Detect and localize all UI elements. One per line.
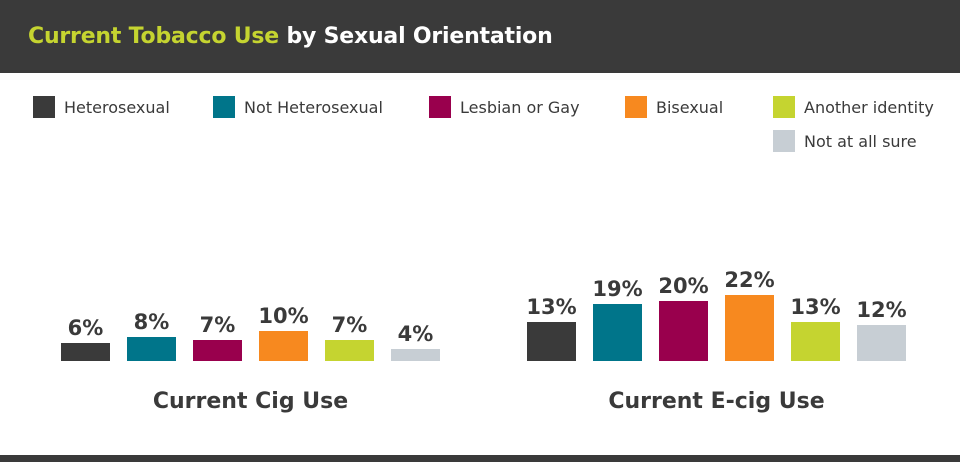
bar bbox=[593, 304, 642, 361]
data-label: 8% bbox=[134, 310, 170, 334]
bar bbox=[527, 322, 576, 361]
bar bbox=[791, 322, 840, 361]
title-rest: by Sexual Orientation bbox=[279, 24, 553, 49]
legend-label: Not Heterosexual bbox=[244, 97, 383, 117]
data-label: 10% bbox=[258, 304, 308, 328]
legend-item-heterosexual: Heterosexual bbox=[33, 96, 170, 118]
header-bar: Current Tobacco Use by Sexual Orientatio… bbox=[0, 0, 960, 73]
legend-label: Not at all sure bbox=[804, 131, 917, 151]
legend-item-not-heterosexual: Not Heterosexual bbox=[213, 96, 383, 118]
legend-item-lesbian-or-gay: Lesbian or Gay bbox=[429, 96, 580, 118]
legend-item-another-identity: Another identity bbox=[773, 96, 934, 118]
chart-group-1: 6% 8% 7% 10% 7% 4% Current Cig Use bbox=[61, 304, 440, 414]
legend-item-bisexual: Bisexual bbox=[625, 96, 723, 118]
data-label: 22% bbox=[724, 268, 774, 292]
bar bbox=[61, 343, 110, 361]
data-label: 13% bbox=[790, 295, 840, 319]
data-label: 6% bbox=[68, 316, 104, 340]
legend-swatch bbox=[773, 130, 795, 152]
legend-label: Heterosexual bbox=[64, 97, 170, 117]
bar bbox=[325, 340, 374, 361]
data-label: 12% bbox=[856, 298, 906, 322]
legend-label: Another identity bbox=[804, 97, 934, 117]
legend-swatch bbox=[773, 96, 795, 118]
bar bbox=[391, 349, 440, 361]
title-highlight: Current Tobacco Use bbox=[28, 24, 279, 49]
legend-label: Lesbian or Gay bbox=[460, 97, 580, 117]
chart-group-2: 13% 19% 20% 22% 13% 12% Current E-cig Use bbox=[526, 268, 906, 414]
bar bbox=[193, 340, 242, 361]
bar bbox=[127, 337, 176, 361]
data-label: 20% bbox=[658, 274, 708, 298]
legend-label: Bisexual bbox=[656, 97, 724, 117]
data-label: 7% bbox=[332, 313, 368, 337]
data-label: 13% bbox=[526, 295, 576, 319]
legend-item-not-at-all-sure: Not at all sure bbox=[773, 130, 917, 152]
data-label: 19% bbox=[592, 277, 642, 301]
chart-title: Current Cig Use bbox=[153, 389, 348, 414]
data-label: 4% bbox=[398, 322, 434, 346]
legend-swatch bbox=[33, 96, 55, 118]
legend-swatch bbox=[213, 96, 235, 118]
footer-bar bbox=[0, 455, 960, 462]
bar bbox=[725, 295, 774, 361]
bar bbox=[857, 325, 906, 361]
chart-title: Current E-cig Use bbox=[608, 389, 824, 414]
bar bbox=[259, 331, 308, 361]
bar bbox=[659, 301, 708, 361]
legend-swatch bbox=[625, 96, 647, 118]
page-title: Current Tobacco Use by Sexual Orientatio… bbox=[28, 24, 553, 49]
legend-swatch bbox=[429, 96, 451, 118]
data-label: 7% bbox=[200, 313, 236, 337]
